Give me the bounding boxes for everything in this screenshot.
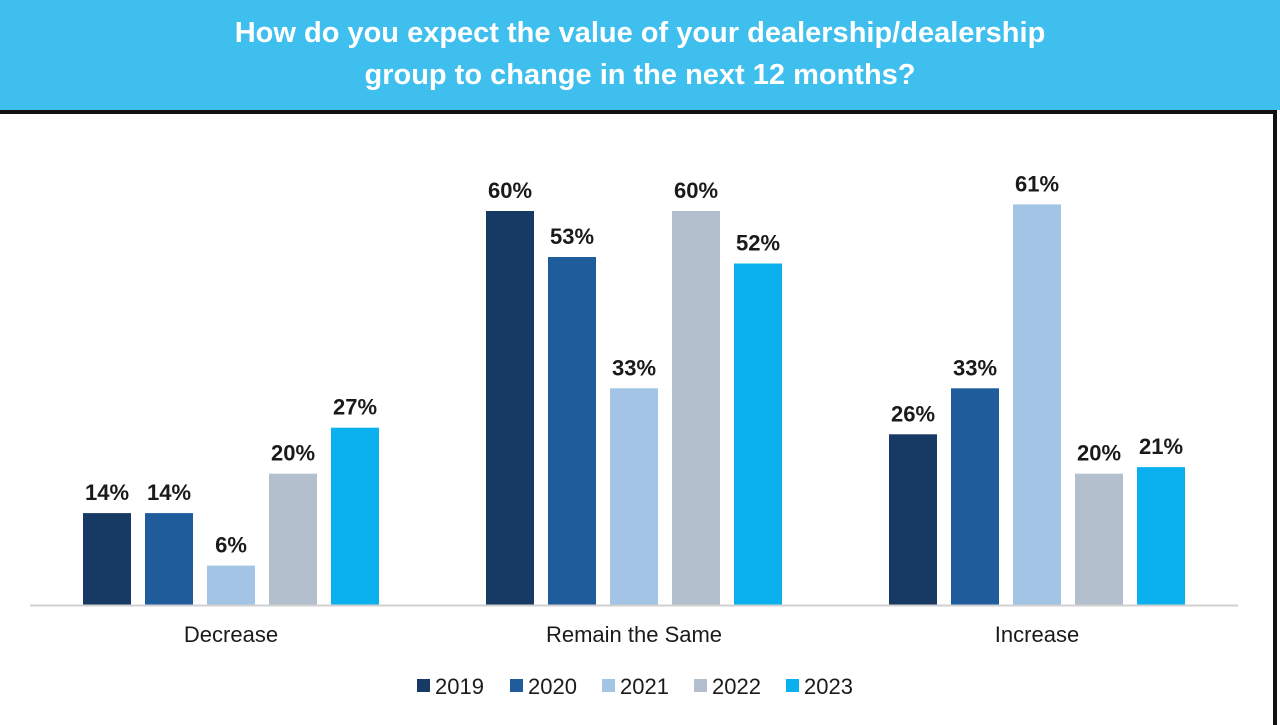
- legend-swatch-2022: [694, 679, 707, 692]
- legend: 2019 2020 2021 2022 2023: [417, 674, 853, 699]
- legend-label-2023: 2023: [804, 674, 853, 699]
- data-label-remain-the-same-2022: 60%: [674, 178, 718, 203]
- data-label-increase-2022: 20%: [1077, 441, 1121, 466]
- value-labels-layer: 14% 14% 6% 20% 27% 60% 53% 33% 60% 52% 26% 33% 61% 20…: [85, 171, 1183, 557]
- chart-title: How do you expect the value of your deal…: [234, 17, 1046, 91]
- legend-swatch-2019: [417, 679, 430, 692]
- bar-remain-the-same-2023: [734, 263, 782, 605]
- data-label-decrease-2020: 14%: [147, 480, 191, 505]
- bar-increase-2021: [1013, 204, 1061, 605]
- bar-remain-the-same-2020: [548, 257, 596, 605]
- category-label-decrease: Decrease: [184, 622, 278, 647]
- chart-frame: [0, 110, 1277, 725]
- bar-remain-the-same-2022: [672, 211, 720, 605]
- title-banner: How do you expect the value of your deal…: [0, 0, 1280, 110]
- legend-label-2022: 2022: [712, 674, 761, 699]
- category-label-remain-the-same: Remain the Same: [546, 622, 722, 647]
- category-label-increase: Increase: [995, 622, 1079, 647]
- bar-increase-2019: [889, 434, 937, 605]
- legend-swatch-2020: [510, 679, 523, 692]
- data-label-decrease-2019: 14%: [85, 480, 129, 505]
- bar-increase-2023: [1137, 467, 1185, 605]
- bar-decrease-2023: [331, 427, 379, 605]
- data-label-remain-the-same-2020: 53%: [550, 224, 594, 249]
- legend-swatch-2021: [602, 679, 615, 692]
- data-label-decrease-2021: 6%: [215, 533, 247, 558]
- bar-decrease-2020: [145, 513, 193, 605]
- bar-decrease-2019: [83, 513, 131, 605]
- data-label-increase-2023: 21%: [1139, 434, 1183, 459]
- data-label-increase-2021: 61%: [1015, 171, 1059, 196]
- category-labels-layer: Decrease Remain the Same Increase: [184, 622, 1079, 647]
- legend-label-2021: 2021: [620, 674, 669, 699]
- legend-swatch-2023: [786, 679, 799, 692]
- data-label-increase-2020: 33%: [953, 355, 997, 380]
- legend-label-2020: 2020: [528, 674, 577, 699]
- data-label-increase-2019: 26%: [891, 401, 935, 426]
- data-label-remain-the-same-2019: 60%: [488, 178, 532, 203]
- bar-remain-the-same-2021: [610, 388, 658, 605]
- data-label-decrease-2022: 20%: [271, 441, 315, 466]
- legend-label-2019: 2019: [435, 674, 484, 699]
- bar-decrease-2021: [207, 565, 255, 605]
- bar-remain-the-same-2019: [486, 211, 534, 605]
- bar-increase-2022: [1075, 473, 1123, 605]
- bar-decrease-2022: [269, 473, 317, 605]
- data-label-remain-the-same-2023: 52%: [736, 231, 780, 256]
- data-label-decrease-2023: 27%: [333, 395, 377, 420]
- bars-layer: [83, 204, 1185, 605]
- data-label-remain-the-same-2021: 33%: [612, 355, 656, 380]
- bar-increase-2020: [951, 388, 999, 605]
